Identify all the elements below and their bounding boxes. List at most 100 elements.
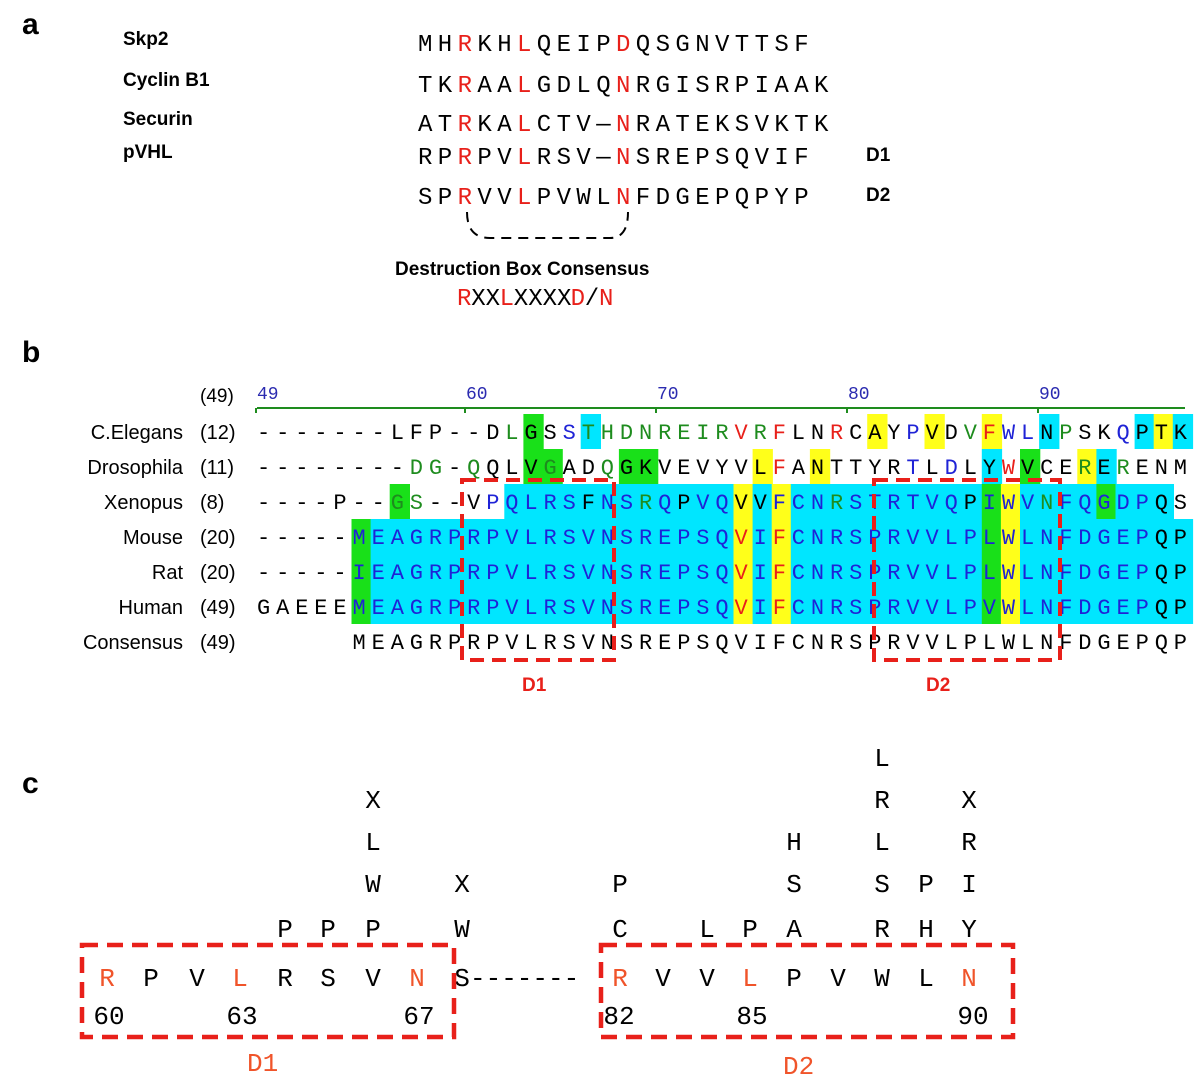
residue-highlight <box>867 414 888 449</box>
residue-highlight <box>790 554 812 589</box>
residue-number: 60 <box>93 1002 124 1032</box>
residue: W <box>1002 596 1016 621</box>
species-name: Mouse <box>123 527 183 549</box>
residue: S <box>696 596 709 621</box>
sequence-residue: E <box>675 145 689 172</box>
substitution-letter: I <box>961 870 977 900</box>
residue: F <box>1059 596 1072 621</box>
residue: H <box>601 421 614 446</box>
residue: Q <box>1155 631 1168 656</box>
residue-highlight <box>848 554 869 589</box>
residue: T <box>582 421 595 446</box>
residue-highlight <box>905 589 926 624</box>
residue: S <box>410 491 423 516</box>
residue-highlight <box>1134 519 1155 554</box>
residue: F <box>773 491 786 516</box>
residue-highlight <box>809 449 831 484</box>
residue-highlight <box>809 519 831 554</box>
residue-highlight <box>1115 484 1136 519</box>
sequence-residue: S <box>418 185 432 212</box>
residue: V <box>582 631 596 656</box>
residue: V <box>906 596 920 621</box>
substitution-letter: L <box>365 828 381 858</box>
residue: R <box>830 421 843 446</box>
residue: G <box>410 596 423 621</box>
residue-highlight <box>466 589 487 624</box>
residue-highlight <box>1077 449 1098 484</box>
residue: V <box>735 421 749 446</box>
residue: Q <box>1155 491 1168 516</box>
residue-highlight <box>523 484 544 519</box>
residue: Q <box>715 596 728 621</box>
sequence-residue: Y <box>774 185 788 212</box>
residue: E <box>295 596 308 621</box>
residue-number: 67 <box>403 1002 434 1032</box>
residue-highlight <box>1153 554 1174 589</box>
residue-highlight <box>638 589 659 624</box>
residue-highlight <box>1000 519 1022 554</box>
residue-highlight <box>771 484 792 519</box>
sequence-residue: F <box>794 32 808 59</box>
substitution-letter: W <box>365 870 381 900</box>
residue: - <box>276 456 289 481</box>
residue-highlight <box>962 519 983 554</box>
residue-highlight <box>676 589 697 624</box>
residue: W <box>1002 421 1016 446</box>
residue-highlight <box>561 589 582 624</box>
sequence-residue: P <box>755 185 769 212</box>
residue: L <box>524 561 537 586</box>
residue-highlight <box>657 519 678 554</box>
residue: S <box>563 526 576 551</box>
residue: C <box>792 596 805 621</box>
residue-numbers: 60 63 67 82 85 90 <box>93 1002 988 1032</box>
residue: Q <box>1117 421 1130 446</box>
motif-residue: S <box>454 964 470 994</box>
residue: Y <box>887 421 900 446</box>
motif-residue: V <box>189 964 205 994</box>
residue: - <box>372 491 385 516</box>
residue: V <box>754 491 768 516</box>
residue-highlight <box>618 484 640 519</box>
species-offset: (12) <box>200 422 236 444</box>
sequence-residue: R <box>418 145 432 172</box>
residue-highlight <box>771 519 792 554</box>
motif-residue: L <box>232 964 248 994</box>
sequence-residue: E <box>695 112 709 139</box>
sequence-residue: L <box>596 185 610 212</box>
residue: E <box>372 526 385 551</box>
sequence-residue: — <box>595 145 611 172</box>
panel-a-sequences: M H R K H L Q E I P D Q S G N V T T S FT K R A A L G D L Q N R G I S R P I A A… <box>418 32 891 212</box>
residue-number: 82 <box>603 1002 634 1032</box>
residue: L <box>391 421 404 446</box>
residue-highlight <box>1077 519 1098 554</box>
consensus-part: L <box>500 286 514 313</box>
residue-highlight <box>981 589 1003 624</box>
sequence-residue: L <box>517 145 531 172</box>
residue: R <box>467 596 480 621</box>
residue: P <box>964 631 977 656</box>
residue: R <box>429 596 442 621</box>
motif-residue: R <box>277 964 293 994</box>
residue: D <box>1078 561 1091 586</box>
sequence-residue: T <box>418 73 432 100</box>
residue-highlight <box>351 519 372 554</box>
sequence-residue: L <box>517 185 531 212</box>
residue-highlight <box>1172 414 1194 449</box>
sequence-residue: G <box>675 32 689 59</box>
residue: W <box>1002 456 1016 481</box>
sequence-residue: K <box>814 73 829 100</box>
residue-highlight <box>962 484 983 519</box>
sequence-residue: S <box>715 145 729 172</box>
residue: - <box>353 456 366 481</box>
residue: V <box>926 596 940 621</box>
residue: - <box>372 456 385 481</box>
residue: G <box>429 456 442 481</box>
residue: P <box>486 491 499 516</box>
residue: G <box>1097 561 1110 586</box>
residue: I <box>754 631 767 656</box>
residue-highlight <box>943 484 964 519</box>
residue-highlight <box>657 554 678 589</box>
residue-highlight <box>676 519 697 554</box>
panel-b-label: b <box>22 336 40 369</box>
residue: P <box>448 631 461 656</box>
